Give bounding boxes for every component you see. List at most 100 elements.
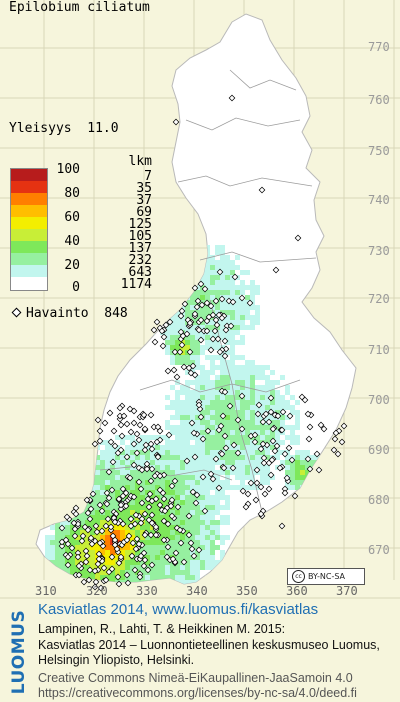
observation-marker — [242, 503, 250, 511]
observation-marker — [191, 284, 199, 292]
legend-swatch — [11, 241, 47, 253]
observation-marker — [276, 464, 284, 472]
observation-marker — [174, 503, 182, 511]
observation-legend: Havainto 848 — [11, 306, 128, 321]
observation-marker — [251, 438, 259, 446]
observation-marker — [177, 539, 185, 547]
legend-count-header: lkm — [128, 154, 152, 169]
y-tick-label: 710 — [368, 343, 390, 357]
observation-marker — [100, 564, 108, 572]
observation-marker — [215, 484, 223, 492]
observation-marker — [259, 418, 267, 426]
observation-marker — [231, 273, 239, 281]
observation-marker — [102, 522, 110, 530]
observation-marker — [253, 466, 261, 474]
observation-marker — [306, 465, 314, 473]
observation-marker — [118, 432, 126, 440]
x-tick-label: 330 — [136, 584, 158, 598]
observation-marker — [78, 537, 86, 545]
legend-pct: 80 — [64, 186, 80, 201]
observation-marker — [127, 428, 135, 436]
observation-marker — [64, 561, 72, 569]
observation-marker — [147, 440, 155, 448]
observation-marker — [141, 510, 149, 518]
observation-marker — [285, 444, 293, 452]
observation-marker — [125, 532, 133, 540]
observation-marker — [216, 348, 224, 356]
observation-marker — [148, 465, 156, 473]
y-tick-label: 760 — [368, 93, 390, 107]
observation-marker — [288, 456, 296, 464]
observation-marker — [142, 441, 150, 449]
legend-pct: 60 — [64, 210, 80, 225]
observation-marker — [212, 316, 220, 324]
observation-marker — [331, 435, 339, 443]
x-tick-label: 370 — [336, 584, 358, 598]
observation-marker — [180, 558, 188, 566]
observation-marker — [304, 455, 312, 463]
observation-marker — [164, 543, 172, 551]
observation-marker — [228, 94, 236, 102]
observation-marker — [84, 509, 92, 517]
observation-marker — [109, 458, 117, 466]
observation-marker — [164, 520, 172, 528]
observation-marker — [294, 234, 302, 242]
x-tick-label: 340 — [186, 584, 208, 598]
observation-marker — [203, 299, 211, 307]
observation-marker — [165, 431, 173, 439]
observation-marker — [136, 421, 144, 429]
observation-marker — [207, 302, 215, 310]
observation-marker — [156, 501, 164, 509]
observation-marker — [108, 553, 116, 561]
observation-marker — [304, 410, 312, 418]
observation-marker — [188, 419, 196, 427]
observation-marker — [178, 341, 186, 349]
observation-marker — [156, 472, 164, 480]
observation-marker — [64, 540, 72, 548]
observation-marker — [257, 483, 265, 491]
observation-marker — [226, 402, 234, 410]
observation-marker — [338, 438, 346, 446]
observation-marker — [140, 411, 148, 419]
observation-marker — [105, 468, 113, 476]
observation-marker — [130, 493, 138, 501]
observation-label: Havainto — [26, 306, 89, 321]
legend-count: 232 — [128, 253, 152, 268]
observation-marker — [197, 316, 205, 324]
observation-marker — [187, 369, 195, 377]
observation-marker — [107, 438, 115, 446]
observation-marker — [120, 412, 128, 420]
observation-marker — [168, 482, 176, 490]
observation-marker — [138, 499, 146, 507]
license-badge[interactable]: cc BY-NC-SA — [287, 568, 365, 585]
atlas-link[interactable]: Kasviatlas 2014, www.luomus.fi/kasviatla… — [38, 601, 319, 618]
observation-marker — [195, 401, 203, 409]
observation-marker — [160, 495, 168, 503]
observation-marker — [96, 437, 104, 445]
license-link[interactable]: https://creativecommons.org/licenses/by-… — [38, 686, 357, 700]
distribution-map — [0, 0, 400, 599]
observation-marker — [251, 431, 259, 439]
observation-marker — [148, 445, 156, 453]
observation-marker — [281, 485, 289, 493]
observation-marker — [97, 584, 105, 592]
y-tick-label: 700 — [368, 393, 390, 407]
observation-marker — [238, 425, 246, 433]
luomus-logo: LUOMUS — [9, 609, 29, 695]
observation-marker — [150, 423, 158, 431]
observation-marker — [141, 556, 149, 564]
y-tick-label: 680 — [368, 493, 390, 507]
observation-marker — [75, 562, 83, 570]
observation-marker — [166, 318, 174, 326]
observation-marker — [180, 363, 188, 371]
observation-marker — [187, 539, 195, 547]
x-tick-label: 320 — [86, 584, 108, 598]
observation-marker — [177, 312, 185, 320]
observation-marker — [278, 426, 286, 434]
observation-marker — [141, 425, 149, 433]
observation-marker — [269, 425, 277, 433]
observation-marker — [92, 522, 100, 530]
observation-marker — [103, 500, 111, 508]
observation-marker — [218, 450, 226, 458]
observation-marker — [201, 285, 209, 293]
